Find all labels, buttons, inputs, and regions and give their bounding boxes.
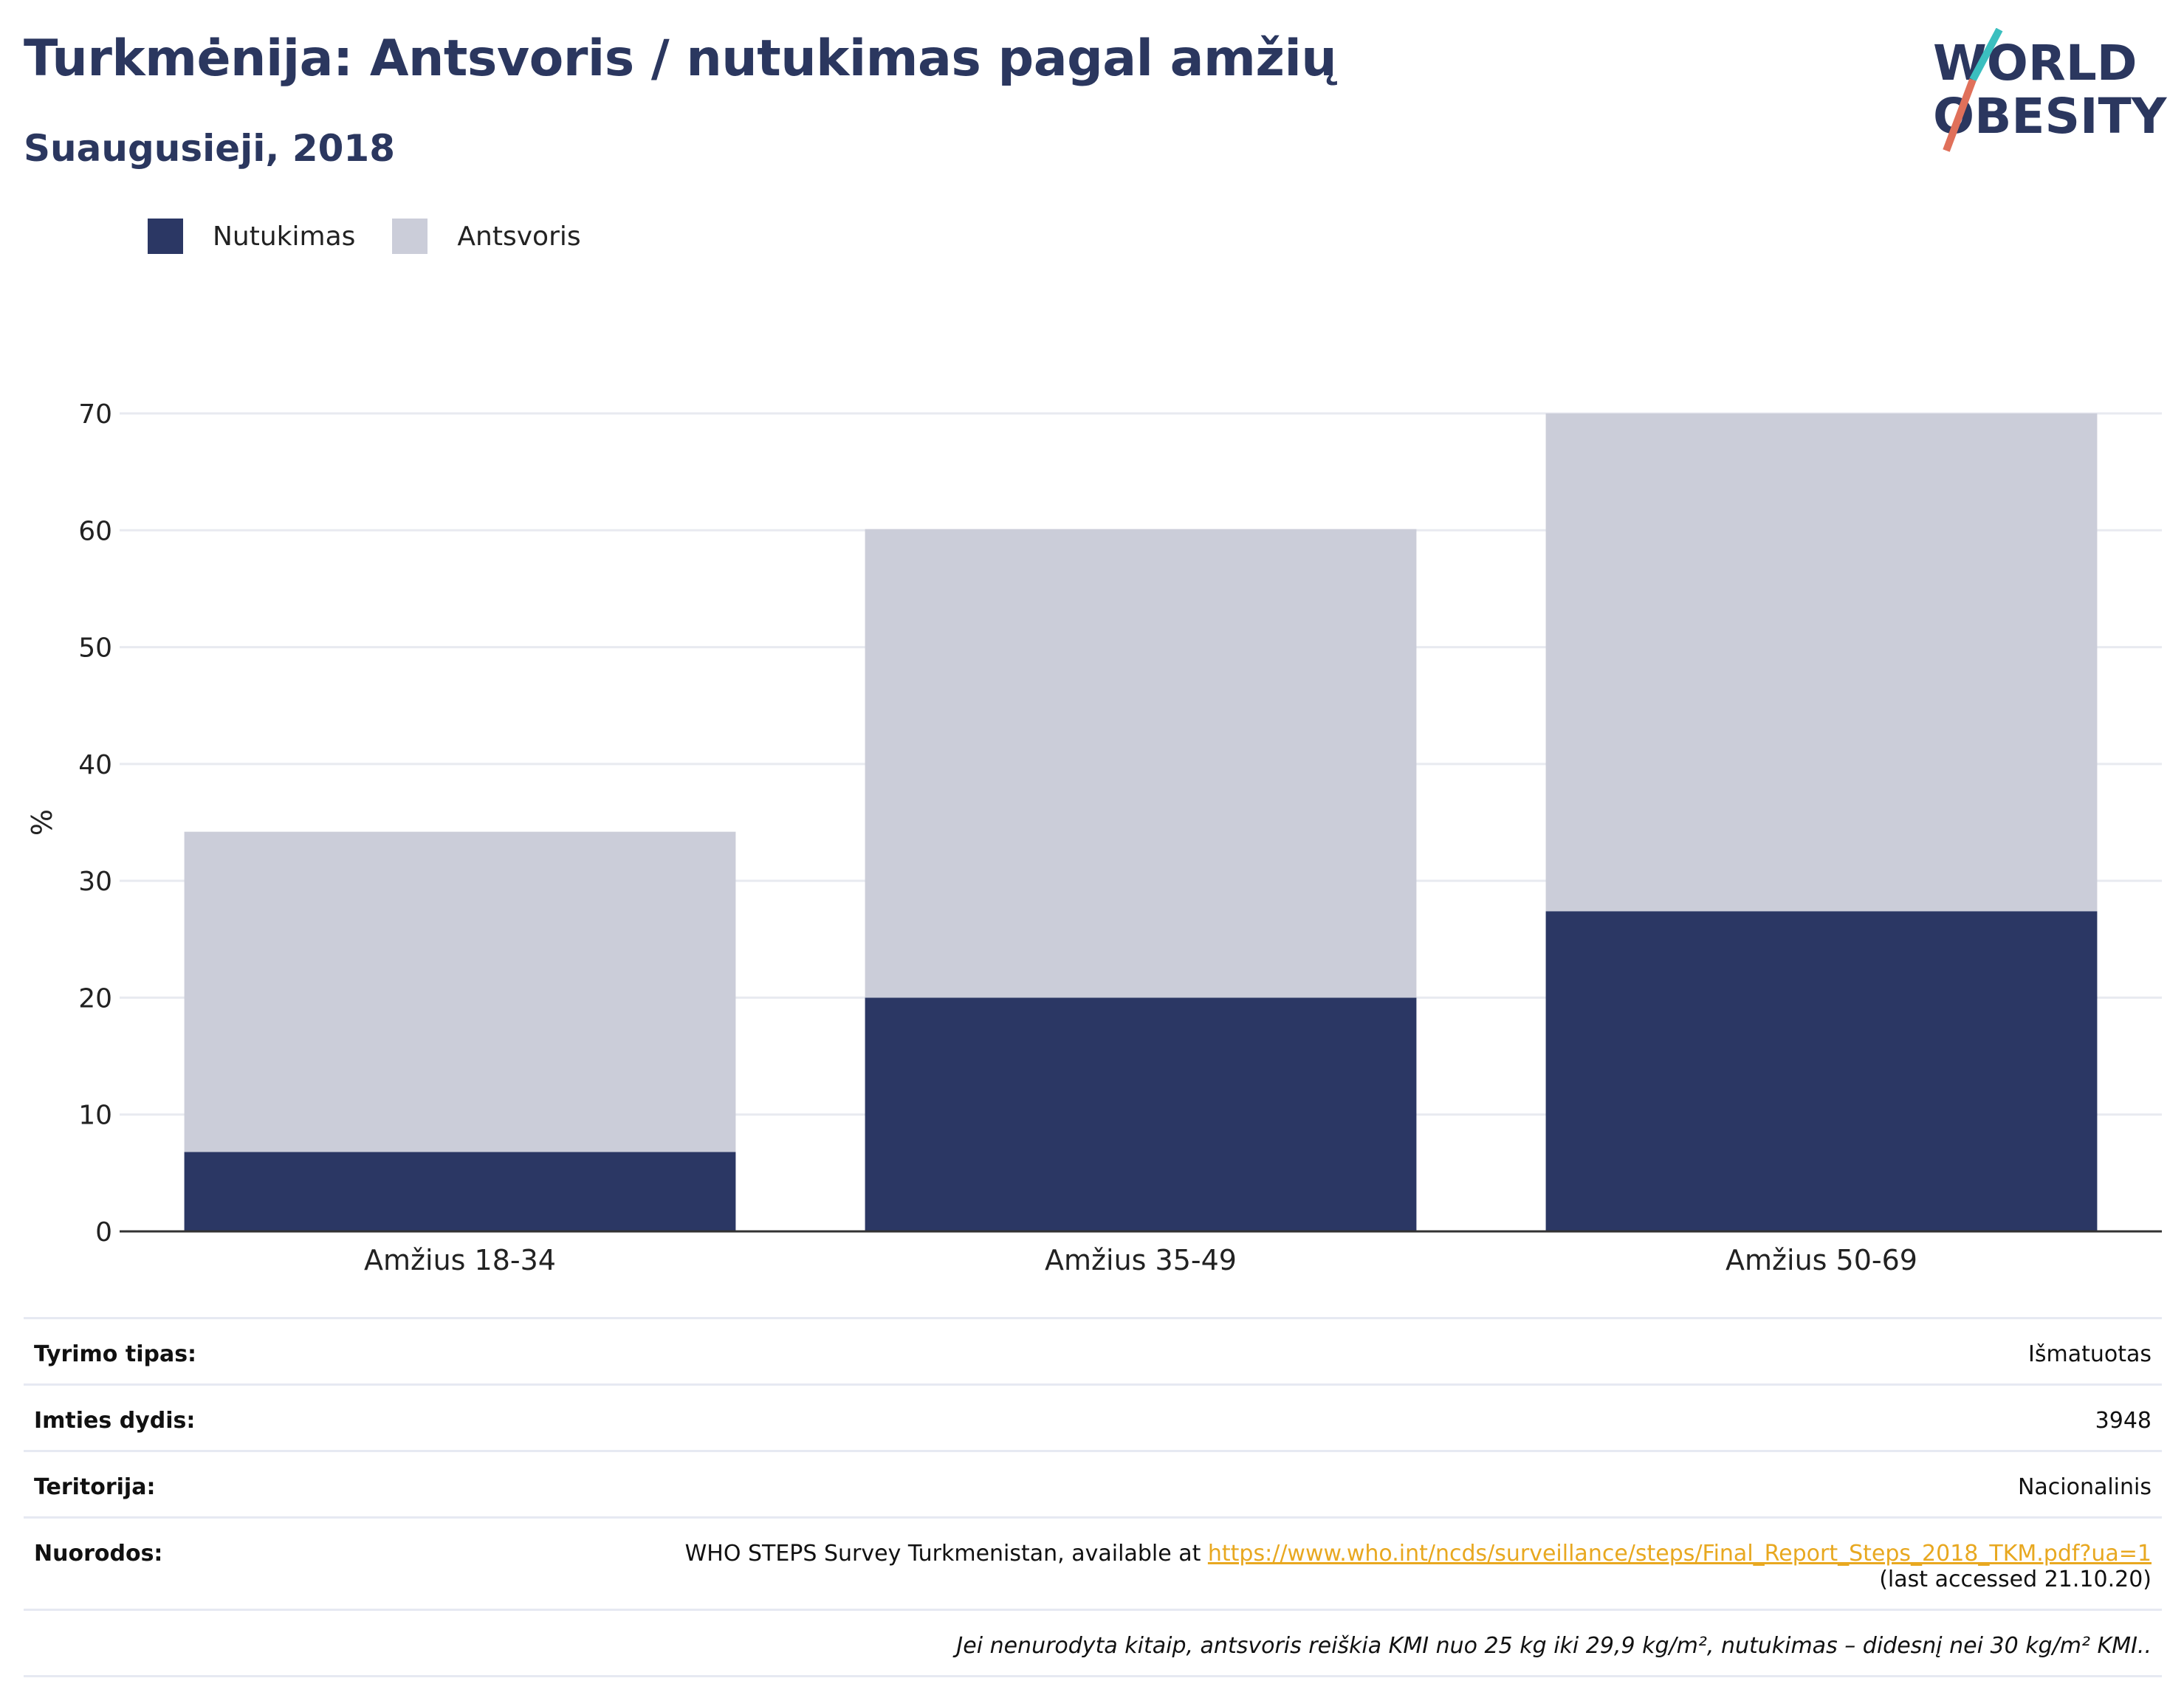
world-obesity-logo: WORLD OBESITY xyxy=(1933,28,2168,152)
x-tick-label: Amžius 50-69 xyxy=(1725,1244,1917,1276)
bar-overweight xyxy=(1545,413,2098,912)
bar-overweight xyxy=(865,529,1417,998)
bar-obesity xyxy=(1545,911,2098,1231)
logo-slash-top xyxy=(1969,28,2003,82)
y-tick-label: 30 xyxy=(78,867,112,897)
x-tick-label: Amžius 35-49 xyxy=(1045,1244,1237,1276)
stacked-bar-chart: 0 10 20 30 40 50 60 70% Amžius 18-34 Amžius 35-49… xyxy=(26,399,2162,1276)
survey-info-row: Tyrimo tipas: Išmatuotas xyxy=(24,1317,2162,1383)
territory-label: Teritorija: xyxy=(34,1474,156,1500)
legend-swatch-overweight xyxy=(392,219,428,254)
legend-label-obesity: Nutukimas xyxy=(213,221,356,252)
y-tick-label: 70 xyxy=(78,399,112,430)
x-tick-label: Amžius 18-34 xyxy=(364,1244,556,1276)
references-link[interactable]: https://www.who.int/ncds/surveillance/st… xyxy=(1207,1541,2152,1567)
bar-overweight xyxy=(184,831,736,1152)
page-title: Turkmėnija: Antsvoris / nutukimas pagal … xyxy=(24,30,1337,88)
definition-note: Jei nenurodyta kitaip, antsvoris reiškia… xyxy=(956,1633,2152,1659)
legend-item-overweight[interactable]: Antsvoris xyxy=(392,219,581,254)
survey-info-row: Teritorija: Nacionalinis xyxy=(24,1450,2162,1516)
y-tick-label: 0 xyxy=(95,1217,112,1248)
bar-obesity xyxy=(865,997,1417,1231)
y-tick-label: 20 xyxy=(78,983,112,1014)
y-tick-label: 60 xyxy=(78,516,112,546)
legend-swatch-obesity xyxy=(148,219,183,254)
y-tick-label: 50 xyxy=(78,633,112,664)
y-tick-label: 40 xyxy=(78,750,112,780)
page-subtitle: Suaugusieji, 2018 xyxy=(24,127,395,170)
y-axis-label: % xyxy=(26,809,58,836)
survey-info-row: Nuorodos: WHO STEPS Survey Turkmenistan,… xyxy=(24,1516,2162,1609)
survey-type-label: Tyrimo tipas: xyxy=(34,1341,197,1367)
sample-size-value: 3948 xyxy=(2095,1408,2152,1434)
references-accessed: (last accessed 21.10.20) xyxy=(1879,1567,2152,1592)
legend-label-overweight: Antsvoris xyxy=(457,221,581,252)
logo-slash-bottom xyxy=(1943,78,1977,152)
bar-obesity xyxy=(184,1152,736,1231)
logo-line1: WORLD xyxy=(1933,35,2137,92)
territory-value: Nacionalinis xyxy=(2017,1474,2152,1500)
logo-line2: OBESITY xyxy=(1933,88,2168,145)
survey-info-row: Jei nenurodyta kitaip, antsvoris reiškia… xyxy=(24,1609,2162,1677)
survey-info-row: Imties dydis: 3948 xyxy=(24,1383,2162,1450)
survey-info-table: Tyrimo tipas: Išmatuotas Imties dydis: 3… xyxy=(24,1317,2162,1677)
sample-size-label: Imties dydis: xyxy=(34,1408,196,1434)
y-tick-label: 10 xyxy=(78,1101,112,1131)
survey-type-value: Išmatuotas xyxy=(2028,1341,2152,1367)
references-text: WHO STEPS Survey Turkmenistan, available… xyxy=(684,1541,1208,1567)
references-value: WHO STEPS Survey Turkmenistan, available… xyxy=(685,1541,2152,1592)
legend-item-obesity[interactable]: Nutukimas xyxy=(148,219,355,254)
chart-legend: Nutukimas Antsvoris xyxy=(148,219,618,254)
references-label: Nuorodos: xyxy=(34,1541,163,1567)
